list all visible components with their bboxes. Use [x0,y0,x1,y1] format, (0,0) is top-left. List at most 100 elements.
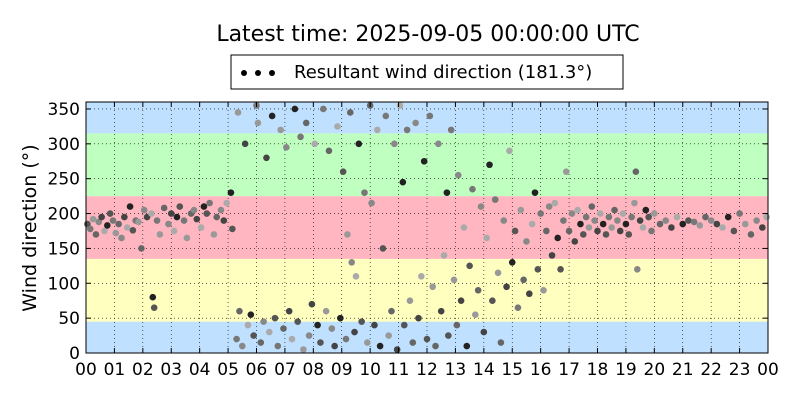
x-tick-label: 22 [700,360,722,380]
data-point [443,189,451,196]
x-tick-label: 00 [75,360,97,380]
data-point [173,213,181,221]
data-point [517,206,525,214]
data-point [123,224,131,231]
legend: Resultant wind direction (181.3°) [230,54,624,90]
data-point [319,105,327,113]
data-point [508,259,516,266]
legend-marker-dot [241,70,247,76]
data-point [463,342,471,350]
data-point [450,276,458,284]
data-point [297,133,304,141]
data-point [220,217,228,224]
data-point [104,222,111,229]
x-tick-label: 05 [217,360,239,380]
data-point [271,314,279,322]
data-point [317,339,324,346]
data-point [176,203,184,210]
data-point [305,332,313,339]
direction-band [86,196,768,259]
data-point [106,210,114,217]
data-point [328,325,336,332]
data-point [429,283,436,291]
data-point [129,226,137,234]
x-tick-label: 10 [359,360,381,380]
data-point [545,203,553,210]
data-point [371,321,378,329]
data-point [594,227,601,235]
x-tick-label: 08 [303,360,325,380]
data-point [311,140,319,148]
data-point [294,318,302,325]
data-point [138,245,145,252]
data-point [579,231,587,238]
data-point [351,328,358,336]
data-point [236,307,243,315]
data-point [396,102,404,109]
data-point [486,161,493,169]
data-point [412,119,419,127]
data-point [280,325,287,332]
data-point [636,217,644,224]
y-tick-label: 100 [48,274,80,294]
data-point [148,210,155,217]
data-point [747,231,755,238]
data-point [393,346,401,353]
data-point [668,224,675,231]
data-point [597,210,604,217]
data-point [619,210,627,217]
data-point [540,286,547,294]
data-point [491,196,499,203]
y-axis-label: Wind direction (°) [19,144,41,311]
data-point [616,227,624,235]
x-tick-label: 12 [416,360,438,380]
data-point [346,109,354,116]
x-tick-label: 23 [729,360,751,380]
data-point [696,222,704,229]
data-point [477,203,485,210]
data-point [160,204,168,212]
data-point [489,297,496,305]
data-point [551,199,559,207]
data-point [651,210,658,217]
data-point [227,189,235,196]
data-point [109,217,117,224]
y-tick-label: 50 [58,309,80,329]
x-tick-label: 09 [331,360,353,380]
data-point [149,293,157,301]
data-point [628,213,635,221]
data-point [557,266,564,273]
data-point [140,206,148,214]
data-point [265,328,273,336]
data-point [277,126,284,134]
direction-bands [86,102,768,353]
data-point [385,332,392,339]
data-point [415,314,422,322]
data-point [565,227,573,235]
data-point [526,290,533,298]
data-point [571,238,579,245]
data-point [348,259,355,266]
chart-title: Latest time: 2025-09-05 00:00:00 UTC [216,22,639,47]
data-point [736,210,743,217]
x-tick-label: 02 [132,360,154,380]
data-point [382,112,390,120]
data-point [197,224,205,231]
x-tick-label: 04 [189,360,211,380]
data-point [118,234,125,242]
data-point [520,276,527,284]
data-point [622,220,630,228]
x-tick-label: 13 [445,360,467,380]
data-point [599,220,607,228]
data-point [753,217,760,224]
data-point [167,210,175,217]
data-point [506,147,513,155]
data-point [247,311,255,318]
data-point [379,245,387,252]
data-point [679,220,687,228]
data-point [322,307,330,315]
data-point [223,199,230,207]
data-point [238,342,246,350]
x-axis: 00 01 02 03 04 05 06 07 08 09 10 11 12 13 14 15 16 17 18 19… [75,102,779,380]
data-point [457,297,465,305]
